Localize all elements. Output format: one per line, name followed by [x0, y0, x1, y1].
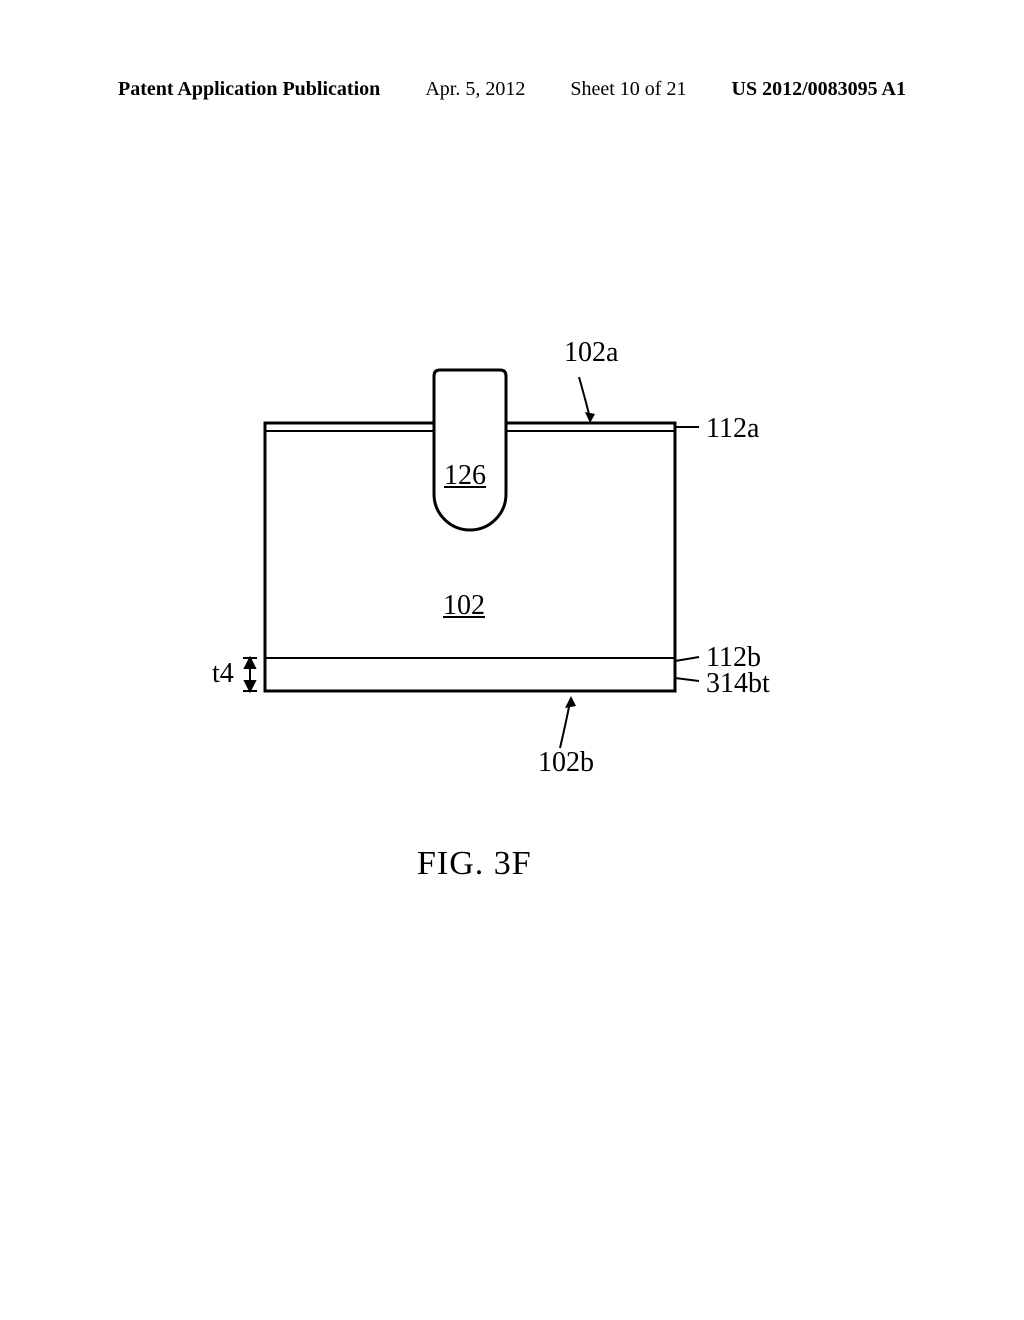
header-publication: Patent Application Publication — [118, 78, 380, 101]
figure-3f: 102a 112a 126 102 112b 314bt t4 102b FIG… — [195, 360, 871, 880]
trench-top-cap — [434, 370, 506, 376]
leader-112b — [675, 657, 699, 661]
header-sheet: Sheet 10 of 21 — [570, 78, 686, 101]
arrow-102a — [579, 377, 595, 423]
label-102a: 102a — [564, 337, 618, 369]
header-date: Apr. 5, 2012 — [425, 78, 525, 101]
leader-314bt — [675, 678, 699, 681]
label-102b: 102b — [538, 747, 594, 779]
label-314bt: 314bt — [706, 668, 770, 700]
label-102: 102 — [443, 590, 485, 622]
label-126: 126 — [444, 460, 486, 492]
trench-126 — [434, 376, 506, 530]
header-patent-number: US 2012/0083095 A1 — [732, 78, 906, 101]
arrow-102b — [560, 696, 576, 748]
label-112a: 112a — [706, 413, 759, 445]
figure-caption: FIG. 3F — [417, 845, 532, 883]
figure-svg — [195, 360, 871, 880]
label-t4: t4 — [212, 658, 234, 690]
dim-t4 — [243, 658, 257, 691]
